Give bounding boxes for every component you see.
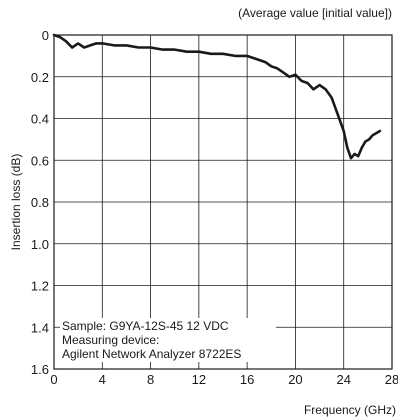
y-tick-label: 0.2 <box>31 70 49 85</box>
x-tick-label: 16 <box>240 372 254 387</box>
x-tick-label: 4 <box>99 372 106 387</box>
x-tick-label: 28 <box>385 372 398 387</box>
series-layer <box>52 33 382 160</box>
x-tick-label: 24 <box>336 372 350 387</box>
y-tick-label: 1.0 <box>31 237 49 252</box>
y-tick-label: 0.8 <box>31 195 49 210</box>
x-tick-label: 12 <box>192 372 206 387</box>
y-tick-label: 0 <box>42 28 49 43</box>
y-tick-label: 1.6 <box>31 362 49 377</box>
y-tick-label: 1.4 <box>31 320 49 335</box>
annotation-device-label: Measuring device: <box>62 333 160 347</box>
annotation-sample: Sample: G9YA-12S-45 12 VDC <box>62 319 229 333</box>
x-tick-label: 0 <box>50 372 57 387</box>
y-tick-labels: 0 0.2 0.4 0.6 0.8 1.0 1.2 1.4 1.6 <box>31 28 49 377</box>
chart-note: (Average value [initial value]) <box>238 6 392 20</box>
y-tick-label: 0.6 <box>31 153 49 168</box>
plot-frame <box>53 34 393 370</box>
x-tick-label: 20 <box>288 372 302 387</box>
annotation-box: Sample: G9YA-12S-45 12 VDC Measuring dev… <box>60 318 276 362</box>
y-tick-label: 1.2 <box>31 279 49 294</box>
x-axis-label: Frequency (GHz) <box>304 403 396 417</box>
annotation-device: Agilent Network Analyzer 8722ES <box>62 347 242 361</box>
y-tick-label: 0.4 <box>31 112 49 127</box>
y-axis-label: Insertion loss (dB) <box>9 154 23 251</box>
x-tick-labels: 0 4 8 12 16 20 24 28 <box>50 372 398 387</box>
x-tick-label: 8 <box>147 372 154 387</box>
series-line <box>52 33 382 160</box>
